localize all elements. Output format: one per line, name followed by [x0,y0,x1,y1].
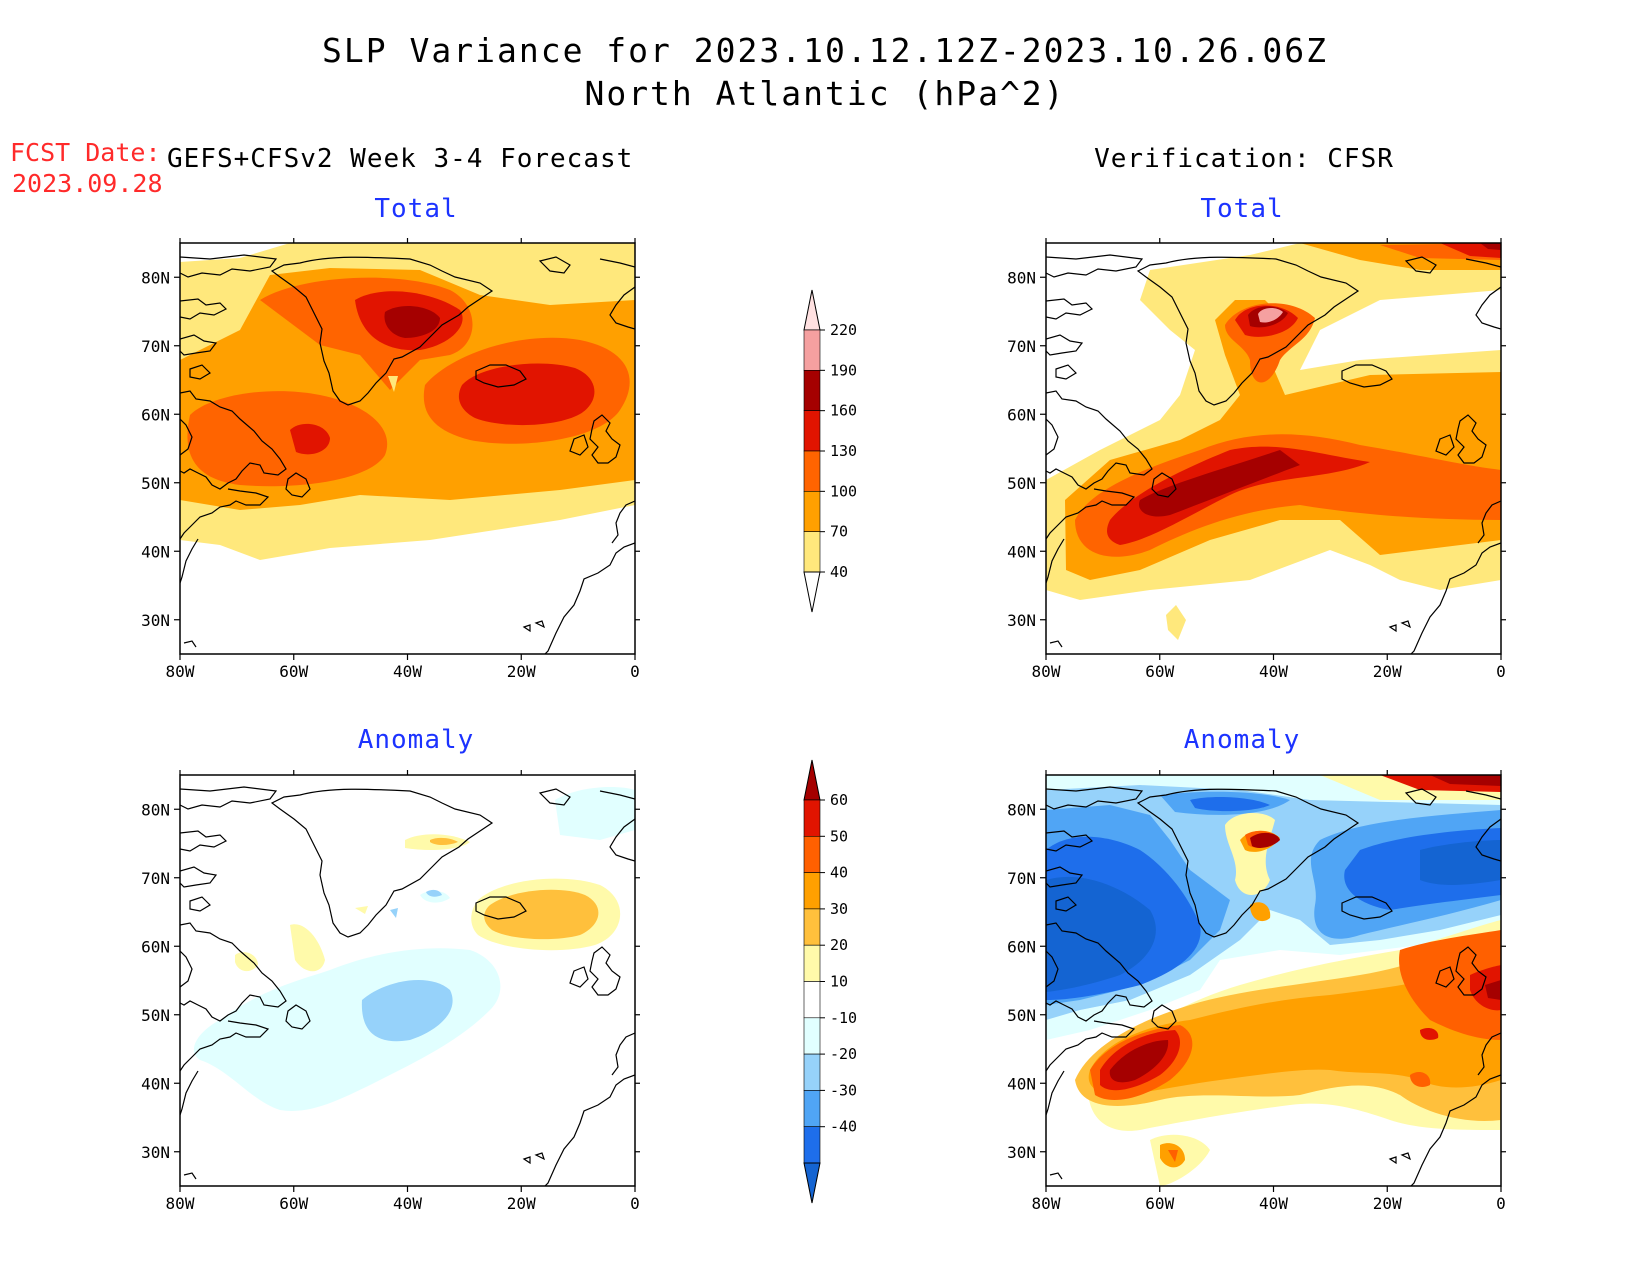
panel-title-verification-total: Total [1200,194,1283,224]
colorbar-swatch [803,1017,821,1055]
lat-tick-label: 40N [1007,542,1036,561]
colorbar-label: 70 [830,523,848,541]
colorbar-cap [803,1162,821,1204]
lat-tick-label: 30N [1007,1143,1036,1162]
colorbar-swatch [803,944,821,982]
colorbar-total: 220 190 160 130 100 70 40 [803,289,857,613]
colorbar-label: -30 [830,1081,857,1099]
colorbar-label: 100 [830,482,857,500]
lat-tick-label: 30N [141,611,170,630]
lon-tick-label: 80W [166,1194,195,1213]
colorbar-label: -20 [830,1045,857,1063]
panel-title-forecast-total: Total [374,194,457,224]
lat-tick-label: 80N [141,268,170,287]
lat-tick-label: 50N [141,1006,170,1025]
colorbar-swatch [803,835,821,873]
lon-tick-label: 20W [507,662,536,681]
lat-tick-label: 80N [1007,268,1036,287]
colorbar-swatch [803,491,821,532]
lat-tick-label: 30N [141,1143,170,1162]
colorbar-label: 190 [830,361,857,379]
colorbar-swatch [803,410,821,452]
colorbar-anomaly: 60 50 40 30 20 10 -10 -20 -30 -40 [803,759,857,1204]
lat-tick-label: 70N [141,869,170,888]
colorbar-swatch [803,370,821,411]
lon-tick-label: 80W [1032,662,1061,681]
colorbar-label: -40 [830,1118,857,1136]
colorbar-swatch [803,450,821,492]
lon-tick-label: 0 [630,1194,640,1213]
lon-tick-label: 20W [507,1194,536,1213]
colorbar-swatch [803,329,821,371]
colorbar-label: 160 [830,402,857,420]
lat-tick-label: 60N [141,937,170,956]
fcst-date-label: FCST Date: [10,138,161,167]
lat-tick-label: 50N [1007,1006,1036,1025]
colorbar-label: 220 [830,321,857,339]
lon-tick-label: 40W [393,1194,422,1213]
map-panel-forecast-total: 80W 60W 40W 20W 0 30N 40N 50N 60N 70N 80N [141,238,640,681]
main-title: SLP Variance for 2023.10.12.12Z-2023.10.… [322,31,1328,70]
lat-tick-label: 50N [141,474,170,493]
lon-tick-label: 60W [279,662,308,681]
colorbar-swatch [803,872,821,910]
lon-tick-label: 0 [630,662,640,681]
lat-tick-label: 60N [1007,937,1036,956]
colorbar-swatch [803,1053,821,1091]
lat-tick-label: 80N [1007,800,1036,819]
lon-tick-label: 80W [1032,1194,1061,1213]
lat-tick-label: 40N [141,1074,170,1093]
lon-tick-label: 40W [1259,662,1288,681]
lat-tick-label: 70N [1007,869,1036,888]
colorbar-cap [803,571,821,613]
forecast-model-label: GEFS+CFSv2 Week 3-4 Forecast [167,144,633,174]
colorbar-swatch [803,908,821,946]
panel-title-verification-anomaly: Anomaly [1184,725,1301,755]
lon-tick-label: 60W [1145,662,1174,681]
lon-tick-label: 20W [1373,662,1402,681]
map-panel-forecast-anomaly: 80W 60W 40W 20W 0 30N 40N 50N 60N 70N 80N [141,770,640,1213]
colorbar-cap [803,759,821,801]
sub-title: North Atlantic (hPa^2) [584,74,1065,113]
colorbar-swatch [803,1126,821,1164]
colorbar-swatch [803,531,821,573]
lat-tick-label: 70N [141,337,170,356]
colorbar-swatch [803,1090,821,1128]
colorbar-cap [803,289,821,331]
colorbar-label: 10 [830,973,848,991]
lon-tick-label: 20W [1373,1194,1402,1213]
lat-tick-label: 40N [141,542,170,561]
fcst-date-value: 2023.09.28 [12,169,163,198]
lat-tick-label: 80N [141,800,170,819]
lon-tick-label: 60W [279,1194,308,1213]
colorbar-label: 20 [830,936,848,954]
lat-tick-label: 60N [1007,405,1036,424]
colorbar-swatch [803,981,821,1019]
lon-tick-label: 0 [1496,662,1506,681]
lat-tick-label: 50N [1007,474,1036,493]
panel-title-forecast-anomaly: Anomaly [358,725,475,755]
lon-tick-label: 80W [166,662,195,681]
colorbar-label: 30 [830,900,848,918]
lon-tick-label: 0 [1496,1194,1506,1213]
colorbar-swatch [803,799,821,837]
colorbar-label: 40 [830,563,848,581]
colorbar-label: 130 [830,442,857,460]
lat-tick-label: 30N [1007,611,1036,630]
lat-tick-label: 70N [1007,337,1036,356]
colorbar-label: 40 [830,864,848,882]
lon-tick-label: 40W [393,662,422,681]
lon-tick-label: 60W [1145,1194,1174,1213]
colorbar-label: 60 [830,791,848,809]
lat-tick-label: 40N [1007,1074,1036,1093]
map-panel-verification-anomaly: 80W 60W 40W 20W 0 30N 40N 50N 60N 70N 80N [1007,770,1506,1213]
lon-tick-label: 40W [1259,1194,1288,1213]
verification-label: Verification: CFSR [1094,144,1394,174]
colorbar-label: 50 [830,827,848,845]
lat-tick-label: 60N [141,405,170,424]
map-panel-verification-total: 80W 60W 40W 20W 0 30N 40N 50N 60N 70N 80N [1007,238,1506,681]
colorbar-label: -10 [830,1009,857,1027]
